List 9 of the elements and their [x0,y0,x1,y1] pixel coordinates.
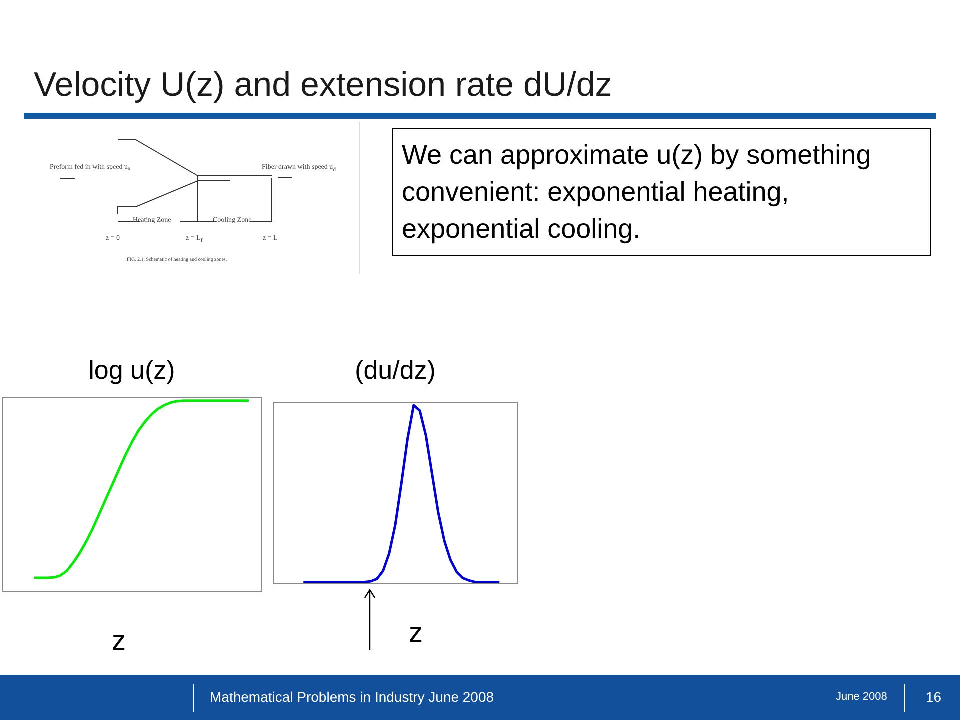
x-axis-title: z [112,625,126,657]
x-axis-title: z [409,617,423,649]
text: Velocity U(z) and extension rate dU/dz [34,66,612,105]
text: We can approximate u(z) by something convenient: exponential heating, exponential cooling. [392,128,931,256]
chart-title: log u(z) [88,355,176,386]
chart-title: (du/dz) [354,355,437,386]
text: Mathematical Problems in Industry June 2008 [210,689,494,705]
text: 16 [926,689,942,705]
text: June 2008 [836,691,888,703]
